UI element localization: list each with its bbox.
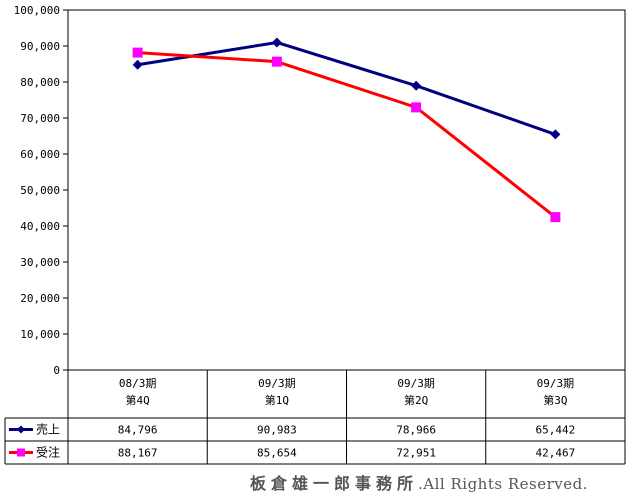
data-point	[411, 80, 422, 91]
copyright-owner: 板倉雄一郎事務所	[250, 474, 419, 493]
data-label: 90,983	[257, 424, 297, 437]
category-label: 09/3期第1Q	[258, 377, 296, 407]
category-label: 09/3期第3Q	[537, 377, 575, 407]
data-label: 84,796	[118, 424, 158, 437]
legend-label: 受注	[36, 445, 60, 460]
data-label: 85,654	[257, 447, 297, 460]
y-tick-label: 70,000	[20, 112, 60, 125]
legend-label: 売上	[36, 422, 60, 437]
y-tick-label: 20,000	[20, 292, 60, 305]
y-axis: 0 10,000 20,000 30,000 40,000 50,000 60,000 70,…	[14, 4, 68, 377]
series-line	[137, 40, 556, 136]
copyright-notice: 板倉雄一郎事務所.All Rights Reserved.	[250, 470, 630, 494]
data-point	[132, 59, 143, 70]
data-point	[271, 56, 282, 67]
data-table: 08/3期第4Q 09/3期第1Q 09/3期第2Q 09/3期第3Q 売上 84,796…	[4, 370, 626, 465]
data-point	[271, 37, 282, 48]
legend-key	[9, 448, 33, 457]
y-tick-label: 0	[53, 364, 60, 377]
data-point	[550, 212, 561, 223]
data-label: 88,167	[118, 447, 158, 460]
series-line	[137, 51, 557, 219]
y-tick-label: 30,000	[20, 256, 60, 269]
data-point	[411, 102, 422, 113]
series-group	[132, 37, 561, 223]
data-point	[550, 129, 561, 140]
data-label: 78,966	[396, 424, 436, 437]
y-tick-label: 80,000	[20, 76, 60, 89]
category-label: 09/3期第2Q	[397, 377, 435, 407]
y-tick-label: 100,000	[14, 4, 60, 17]
data-label: 42,467	[536, 447, 576, 460]
data-point	[132, 47, 143, 58]
legend-key	[9, 425, 33, 434]
data-label: 65,442	[536, 424, 576, 437]
y-tick-label: 60,000	[20, 148, 60, 161]
copyright-rights: .All Rights Reserved.	[418, 475, 588, 493]
y-tick-label: 40,000	[20, 220, 60, 233]
y-tick-label: 10,000	[20, 328, 60, 341]
plot-area	[67, 9, 626, 371]
category-label: 08/3期第4Q	[119, 377, 157, 407]
y-tick-label: 50,000	[20, 184, 60, 197]
y-tick-label: 90,000	[20, 40, 60, 53]
data-label: 72,951	[396, 447, 436, 460]
